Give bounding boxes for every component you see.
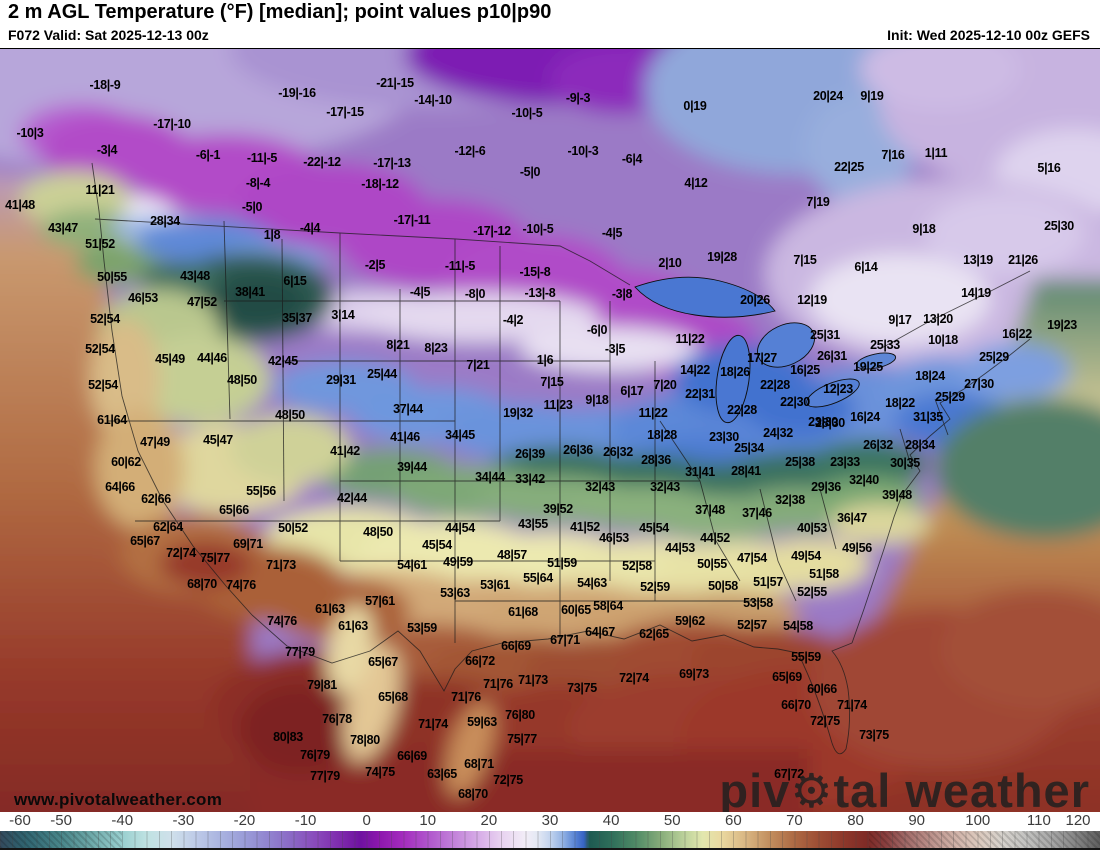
colorbar bbox=[0, 831, 1100, 850]
colorbar-hatch-hot bbox=[869, 831, 1100, 848]
page-title: 2 m AGL Temperature (°F) [median]; point… bbox=[8, 1, 552, 23]
colorbar-tick-label: 100 bbox=[965, 812, 991, 829]
colorbar-tick-label: 40 bbox=[602, 812, 620, 829]
great-lakes bbox=[634, 276, 897, 424]
colorbar-tick-label: 0 bbox=[362, 812, 371, 829]
header: 2 m AGL Temperature (°F) [median]; point… bbox=[0, 0, 1100, 48]
state-borders bbox=[91, 162, 1031, 755]
brand-watermark: piv⚙tal weather bbox=[719, 763, 1090, 813]
colorbar-tick-label: 80 bbox=[847, 812, 864, 829]
colorbar-tick-label: -10 bbox=[294, 812, 317, 829]
temperature-map-canvas[interactable]: www.pivotalweather.com piv⚙tal weather bbox=[0, 48, 1100, 813]
colorbar-tick-label: -30 bbox=[172, 812, 195, 829]
colorbar-tick-label: 50 bbox=[663, 812, 681, 829]
colorbar-legend: -60 -50 -40 -30 -20 -10 0 10 20 30 40 50 60 70 80 90 100… bbox=[0, 812, 1100, 850]
colorbar-tick-label: 120 bbox=[1065, 812, 1091, 829]
colorbar-tick-row: -60 -50 -40 -30 -20 -10 0 10 20 30 40 50 60 70 80 90 100… bbox=[0, 812, 1100, 830]
temperature-shading bbox=[0, 49, 1100, 813]
colorbar-gradient bbox=[0, 831, 1100, 848]
colorbar-tick-label: 70 bbox=[786, 812, 803, 829]
colorbar-tick-label: -50 bbox=[50, 812, 72, 829]
colorbar-tick-label: -60 bbox=[9, 812, 31, 829]
site-url-watermark: www.pivotalweather.com bbox=[14, 790, 223, 809]
colorbar-tick-label: -20 bbox=[233, 812, 256, 829]
valid-time-label: F072 Valid: Sat 2025-12-13 00z bbox=[8, 27, 209, 43]
brand-text-post: tal weather bbox=[833, 764, 1090, 813]
colorbar-segments bbox=[0, 831, 1100, 848]
init-time-label: Init: Wed 2025-12-10 00z GEFS bbox=[887, 27, 1090, 43]
colorbar-tick-label: 90 bbox=[908, 812, 925, 829]
colorbar-tick-label: 60 bbox=[724, 812, 742, 829]
colorbar-tick-label: 20 bbox=[480, 812, 498, 829]
colorbar-tick-label: -40 bbox=[111, 812, 134, 829]
colorbar-tick-label: 10 bbox=[419, 812, 437, 829]
colorbar-tick-label: 30 bbox=[541, 812, 559, 829]
colorbar-hatch-cold bbox=[0, 831, 123, 848]
gear-icon: ⚙ bbox=[790, 764, 834, 813]
temperature-field bbox=[0, 49, 1100, 813]
brand-text-pre: piv bbox=[719, 764, 791, 813]
colorbar-tick-label: 110 bbox=[1026, 812, 1051, 829]
